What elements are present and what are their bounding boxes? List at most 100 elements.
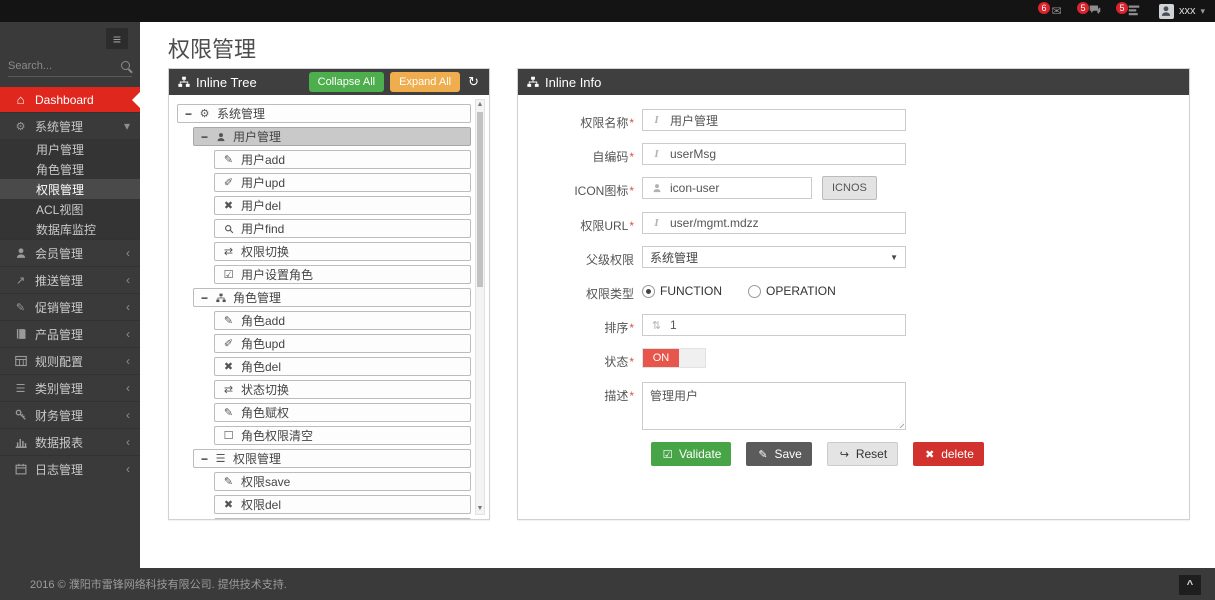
scroll-up-arrow-icon[interactable]: ▲ bbox=[476, 101, 484, 108]
radio-option[interactable]: OPERATION bbox=[748, 284, 836, 298]
tree-node[interactable]: ☐ 角色权限清空 bbox=[214, 426, 471, 445]
x-icon: ✖ bbox=[925, 448, 935, 461]
权限名称-input[interactable]: I 用户管理 bbox=[642, 109, 906, 131]
expand-all-button[interactable]: Expand All bbox=[390, 72, 461, 92]
radio-label: FUNCTION bbox=[660, 284, 722, 298]
tree-node[interactable]: ✐ 用户upd bbox=[214, 173, 471, 192]
icon-input[interactable]: icon-user bbox=[642, 177, 812, 199]
book-icon bbox=[14, 328, 27, 340]
tree-node[interactable]: ☑ 用户设置角色 bbox=[214, 265, 471, 284]
tree-node[interactable]: − 用户管理 bbox=[193, 127, 471, 146]
refresh-icon[interactable]: ↻ bbox=[468, 74, 479, 89]
footer: 2016 © 濮阳市雷锋网络科技有限公司. 提供技术支持. ^ bbox=[0, 568, 1215, 600]
sidebar-item[interactable]: 规则配置 ‹ bbox=[0, 347, 140, 374]
tree-node[interactable]: ⇄ 状态切换 bbox=[214, 380, 471, 399]
calendar-icon bbox=[14, 463, 27, 475]
sidebar-item[interactable]: ✎ 促销管理 ‹ bbox=[0, 293, 140, 320]
tree-node[interactable]: ✎ 用户add bbox=[214, 150, 471, 169]
collapse-minus-icon[interactable]: − bbox=[201, 129, 209, 144]
tree-node-label: 权限管理 bbox=[233, 452, 282, 466]
sidebar-item[interactable]: ⚙ 系统管理 ▾ bbox=[0, 112, 140, 139]
scrollbar-thumb[interactable] bbox=[477, 112, 483, 287]
search-input[interactable] bbox=[8, 59, 121, 72]
sidebar-item[interactable]: 日志管理 ‹ bbox=[0, 455, 140, 482]
icnos-button[interactable]: ICNOS bbox=[822, 176, 877, 200]
inline-info-header: Inline Info bbox=[518, 69, 1189, 95]
sidebar-item[interactable]: 财务管理 ‹ bbox=[0, 401, 140, 428]
tree-node[interactable]: ✐ 角色upd bbox=[214, 334, 471, 353]
tree-scrollbar[interactable]: ▲ ▼ bbox=[475, 99, 485, 515]
field-control: icon-user ICNOS bbox=[642, 176, 877, 200]
排序-input[interactable]: ⇅ 1 bbox=[642, 314, 906, 336]
notification-item[interactable]: 5 bbox=[1076, 1, 1102, 19]
delete-button[interactable]: ✖ delete bbox=[913, 442, 984, 466]
radio-option[interactable]: FUNCTION bbox=[642, 284, 722, 298]
tree-node[interactable]: − ☰ 权限管理 bbox=[193, 449, 471, 468]
validate-button[interactable]: ☑ Validate bbox=[651, 442, 732, 466]
tree-node-label: 角色赋权 bbox=[241, 406, 290, 420]
sidebar-subitem[interactable]: 权限管理 bbox=[0, 179, 140, 199]
tree-node[interactable]: ✎ 权限save bbox=[214, 472, 471, 491]
sidebar-subitem[interactable]: 用户管理 bbox=[36, 142, 85, 157]
sidebar-item-dashboard[interactable]: ⌂ Dashboard bbox=[0, 87, 140, 112]
pencil-icon: ✎ bbox=[223, 407, 234, 419]
sidebar-item[interactable]: 数据报表 ‹ bbox=[0, 428, 140, 455]
radio-icon[interactable] bbox=[642, 284, 655, 298]
user-menu[interactable]: xxx ▾ bbox=[1158, 3, 1205, 19]
tree-node[interactable]: ✖ 角色del bbox=[214, 357, 471, 376]
select-caret-icon: ▼ bbox=[890, 252, 898, 262]
sidebar-item[interactable]: 会员管理 ‹ bbox=[0, 239, 140, 266]
sitemap-icon bbox=[214, 293, 227, 303]
inline-tree-panel: Inline Tree Collapse All Expand All ↻ − ⚙… bbox=[168, 68, 490, 520]
check-square-icon: ☑ bbox=[662, 448, 673, 461]
search-icon[interactable] bbox=[121, 61, 130, 70]
tree-node[interactable]: − 角色管理 bbox=[193, 288, 471, 307]
key-icon bbox=[14, 409, 27, 421]
tree-node[interactable]: 用户find bbox=[214, 219, 471, 238]
cogs-icon: ⚙ bbox=[199, 108, 210, 120]
resize-grip[interactable] bbox=[896, 420, 904, 428]
radio-icon[interactable] bbox=[748, 284, 761, 298]
field-label-text: 自编码 bbox=[592, 150, 629, 164]
navbar-right-cluster: 6 ✉ 5 5 xxx ▾ bbox=[1037, 0, 1205, 22]
tree-node[interactable]: ✐提交校验 bbox=[214, 518, 471, 519]
scroll-to-top-button[interactable]: ^ bbox=[1179, 575, 1201, 595]
tree-node[interactable]: ✎ 角色赋权 bbox=[214, 403, 471, 422]
chevron-left-icon: ‹ bbox=[126, 246, 130, 260]
radio-label: OPERATION bbox=[766, 284, 836, 298]
status-toggle[interactable]: ON bbox=[642, 348, 706, 368]
sidebar-toggle-button[interactable]: ≡ bbox=[106, 28, 128, 49]
button-label: Reset bbox=[855, 447, 888, 461]
tree-node[interactable]: ✖ 用户del bbox=[214, 196, 471, 215]
scroll-down-arrow-icon[interactable]: ▼ bbox=[476, 505, 484, 512]
tree-node-label: 角色add bbox=[241, 314, 286, 328]
sidebar-item[interactable]: ↗ 推送管理 ‹ bbox=[0, 266, 140, 293]
tree-node[interactable]: ⇄ 权限切换 bbox=[214, 242, 471, 261]
sidebar-subitem[interactable]: ACL视图 bbox=[36, 202, 84, 217]
save-button[interactable]: ✎ Save bbox=[746, 442, 812, 466]
user-icon bbox=[14, 247, 27, 259]
notification-item[interactable]: 6 ✉ bbox=[1037, 2, 1063, 18]
sidebar-item[interactable]: 产品管理 ‹ bbox=[0, 320, 140, 347]
sidebar-subitem[interactable]: 角色管理 bbox=[36, 162, 85, 177]
reply-icon: ↪ bbox=[839, 448, 849, 461]
tree-node[interactable]: ✖ 权限del bbox=[214, 495, 471, 514]
tree-node[interactable]: ✎ 角色add bbox=[214, 311, 471, 330]
form-row: 状态* ON bbox=[518, 348, 1189, 370]
notification-item[interactable]: 5 bbox=[1115, 1, 1141, 19]
tree-node[interactable]: − ⚙ 系统管理 bbox=[177, 104, 471, 123]
tree-body: − ⚙ 系统管理 − 用户管理 ✎ 用户add ✐ 用户upd ✖ 用户del 用户find ⇄ 权限切换… bbox=[169, 95, 489, 519]
sidebar-item[interactable]: ☰ 类别管理 ‹ bbox=[0, 374, 140, 401]
reset-button[interactable]: ↪ Reset bbox=[826, 442, 899, 466]
collapse-minus-icon[interactable]: − bbox=[185, 106, 193, 121]
collapse-minus-icon[interactable]: − bbox=[201, 290, 209, 305]
description-textarea[interactable]: 管理用户 bbox=[642, 382, 906, 430]
sidebar-subitem[interactable]: 数据库监控 bbox=[36, 222, 97, 237]
form-row: ICON图标* icon-user ICNOS bbox=[518, 176, 1189, 200]
collapse-all-button[interactable]: Collapse All bbox=[308, 72, 385, 92]
parent-permission-select[interactable]: 系统管理 ▼ bbox=[642, 246, 906, 268]
collapse-minus-icon[interactable]: − bbox=[201, 451, 209, 466]
